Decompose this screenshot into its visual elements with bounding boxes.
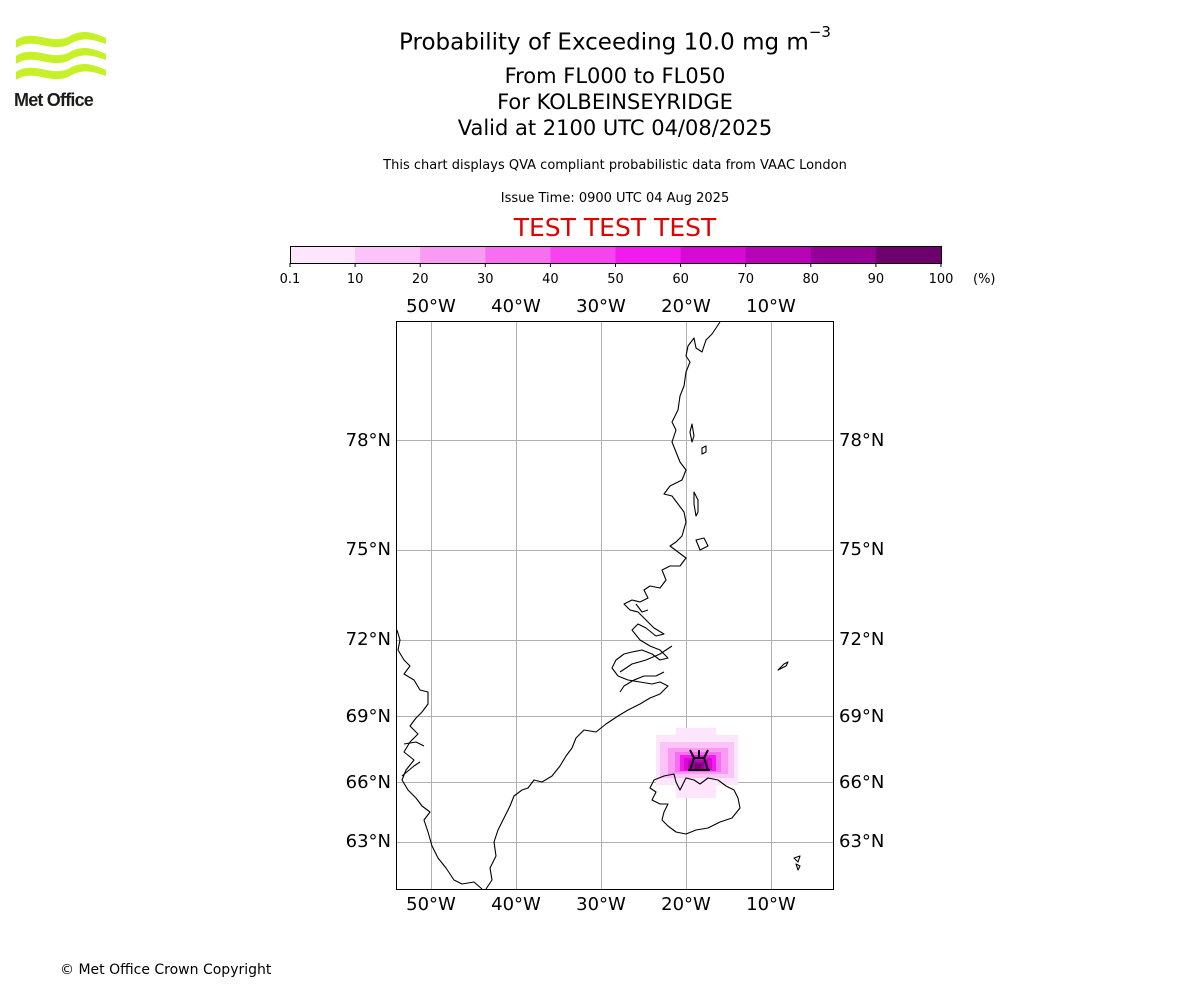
greenland-west-coast xyxy=(396,629,483,890)
lat-left-label: 66°N xyxy=(346,772,391,793)
colorbar-bin xyxy=(550,246,616,263)
colorbar-bin xyxy=(680,246,747,263)
lon-top-label: 10°W xyxy=(746,296,796,317)
colorbar-bin xyxy=(615,246,682,263)
colorbar-tick-label: 70 xyxy=(737,272,754,287)
lon-bottom-label: 10°W xyxy=(746,894,796,915)
colorbar-tick-label: 40 xyxy=(542,272,559,287)
lat-left-label: 75°N xyxy=(346,539,391,560)
lon-top-label: 40°W xyxy=(491,296,541,317)
description: This chart displays QVA compliant probab… xyxy=(383,158,847,173)
copyright: © Met Office Crown Copyright xyxy=(60,962,272,978)
colorbar-bin xyxy=(290,246,356,263)
lat-right-label: 75°N xyxy=(839,539,884,560)
jan-mayen-coast xyxy=(777,661,789,671)
title-main: Probability of Exceeding 10.0 mg m xyxy=(399,29,809,56)
colorbar-tick-label: 30 xyxy=(477,272,494,287)
lon-bottom-label: 40°W xyxy=(491,894,541,915)
map-panel xyxy=(396,321,834,890)
logo-text: Met Office xyxy=(14,90,94,110)
colorbar-unit: (%) xyxy=(973,272,996,287)
lat-left-label: 78°N xyxy=(346,430,391,451)
lon-bottom-label: 20°W xyxy=(661,894,711,915)
colorbar-tick-label: 60 xyxy=(672,272,689,287)
chart-title: Probability of Exceeding 10.0 mg m−3 xyxy=(0,23,1200,56)
colorbar-tick-label: 20 xyxy=(412,272,429,287)
title-exponent: −3 xyxy=(808,23,831,41)
map-frame xyxy=(396,321,834,890)
issue-time: Issue Time: 0900 UTC 04 Aug 2025 xyxy=(500,191,730,206)
colorbar-bin xyxy=(875,246,942,263)
lon-top-label: 20°W xyxy=(661,296,711,317)
lon-bottom-label: 30°W xyxy=(576,894,626,915)
colorbar-bin xyxy=(355,246,421,263)
lat-right-label: 69°N xyxy=(839,706,884,727)
colorbar-bin xyxy=(420,246,486,263)
colorbar: 0.1 10 20 30 40 50 60 70 80 90 100 (%) xyxy=(280,246,996,287)
colorbar-tick-label: 0.1 xyxy=(280,272,301,287)
test-banner: TEST TEST TEST xyxy=(513,213,717,242)
lon-bottom-label: 50°W xyxy=(406,894,456,915)
colorbar-tick-label: 90 xyxy=(868,272,885,287)
greenland-coast xyxy=(485,321,721,890)
colorbar-tick-label: 80 xyxy=(803,272,820,287)
lat-right-label: 63°N xyxy=(839,831,884,852)
valid-time: Valid at 2100 UTC 04/08/2025 xyxy=(457,116,773,140)
lat-right-label: 66°N xyxy=(839,772,884,793)
lon-top-label: 50°W xyxy=(406,296,456,317)
volcano-icon xyxy=(688,749,710,771)
colorbar-tick-label: 100 xyxy=(929,272,954,287)
lat-left-label: 63°N xyxy=(346,831,391,852)
colorbar-tick-label: 10 xyxy=(347,272,364,287)
met-office-logo-icon xyxy=(16,32,106,80)
probability-plume xyxy=(656,728,738,798)
colorbar-bin xyxy=(810,246,877,263)
iceland-coast xyxy=(649,773,741,835)
lat-right-label: 78°N xyxy=(839,430,884,451)
level-range: From FL000 to FL050 xyxy=(504,64,726,88)
lon-top-label: 30°W xyxy=(576,296,626,317)
colorbar-bin xyxy=(745,246,812,263)
lat-left-label: 69°N xyxy=(346,706,391,727)
colorbar-tick-label: 50 xyxy=(607,272,624,287)
map-axis-labels: 50°W 40°W 30°W 20°W 10°W 50°W 40°W 30°W … xyxy=(346,296,885,915)
colorbar-bin xyxy=(485,246,551,263)
lat-right-label: 72°N xyxy=(839,629,884,650)
location-label: For KOLBEINSEYRIDGE xyxy=(497,90,733,114)
faroe-coast xyxy=(793,855,801,871)
coastlines xyxy=(396,321,801,890)
lat-left-label: 72°N xyxy=(346,629,391,650)
